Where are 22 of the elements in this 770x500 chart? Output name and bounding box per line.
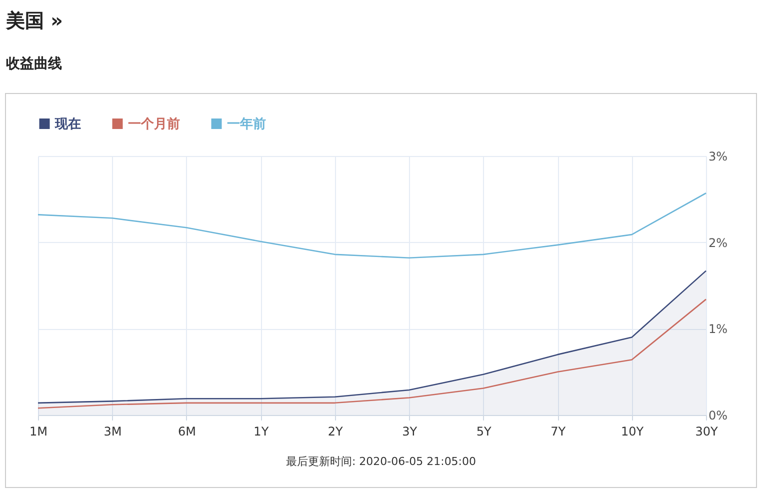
legend-label: 一个月前	[128, 116, 180, 132]
x-tick-label: 30Y	[695, 424, 718, 438]
y-tick-label: 3%	[708, 150, 728, 164]
x-tick-label: 1M	[30, 424, 48, 438]
x-tick-label: 2Y	[328, 424, 344, 438]
legend-label: 现在	[54, 116, 81, 132]
x-tick-label: 6M	[178, 424, 196, 438]
line-series	[37, 192, 707, 259]
chart-subtitle: 收益曲线	[6, 55, 62, 73]
y-tick-label: 1%	[708, 322, 728, 336]
x-tick-label: 3Y	[402, 424, 418, 438]
x-tick-label: 5Y	[476, 424, 492, 438]
x-tick-label: 7Y	[550, 424, 566, 438]
line-series	[37, 298, 707, 409]
x-tick-label: 3M	[104, 424, 122, 438]
x-tick-label: 10Y	[620, 424, 644, 438]
y-tick-label: 0%	[708, 408, 728, 422]
y-tick-label: 2%	[708, 236, 728, 250]
legend-label: 一年前	[227, 116, 266, 132]
x-tick-label: 1Y	[254, 424, 270, 438]
chart-title: 美国 »	[6, 9, 63, 34]
text: 最后更新时间: 2020-06-05 21:05:00	[284, 454, 478, 469]
